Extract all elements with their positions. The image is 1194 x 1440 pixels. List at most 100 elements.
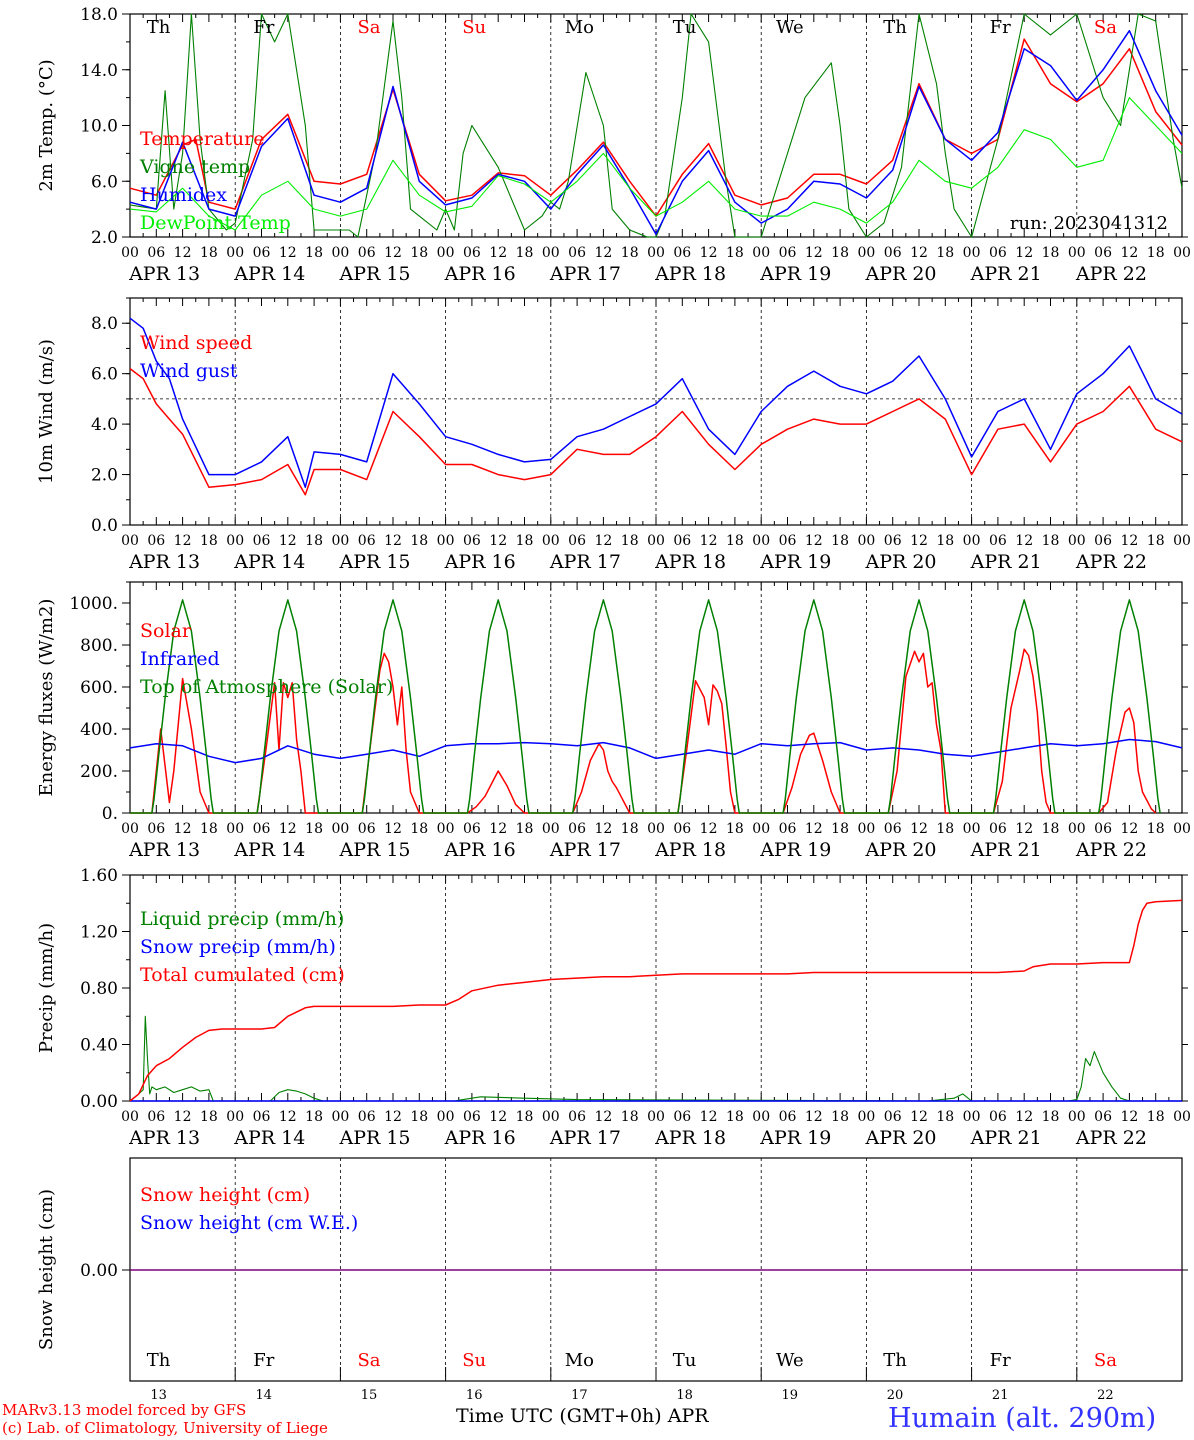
date-label: APR 14 <box>233 551 305 573</box>
hour-tick-label: 06 <box>989 1109 1007 1125</box>
hour-tick-label: 00 <box>331 533 349 549</box>
hour-tick-label: 00 <box>647 821 665 837</box>
hour-tick-label: 12 <box>489 533 507 549</box>
hour-tick-label: 06 <box>884 821 902 837</box>
hour-tick-label: 12 <box>594 533 612 549</box>
y-axis-label: Snow height (cm) <box>36 1189 57 1350</box>
weekday-label: Th <box>883 1350 907 1371</box>
date-label: APR 15 <box>338 839 410 861</box>
hour-tick-label: 00 <box>542 533 560 549</box>
hour-tick-label: 06 <box>779 821 797 837</box>
date-label: APR 13 <box>128 263 200 285</box>
date-label: APR 20 <box>864 839 936 861</box>
hour-tick-label: 00 <box>963 1109 981 1125</box>
hour-tick-label: 00 <box>1173 821 1191 837</box>
hour-tick-label: 12 <box>594 245 612 261</box>
model-credit: MARv3.13 model forced by GFS (c) Lab. of… <box>2 1401 328 1437</box>
hour-tick-label: 06 <box>1094 533 1112 549</box>
hour-tick-label: 06 <box>253 1109 271 1125</box>
series-line-total-cumulated-cm- <box>129 899 1183 1102</box>
date-label: APR 13 <box>128 551 200 573</box>
hour-tick-label: 00 <box>752 821 770 837</box>
hour-tick-label: 06 <box>673 821 691 837</box>
date-label: APR 22 <box>1075 1127 1147 1149</box>
hour-tick-label: 00 <box>647 1109 665 1125</box>
date-label: APR 22 <box>1075 263 1147 285</box>
y-tick-label: 1000. <box>69 594 118 614</box>
weekday-label: Th <box>883 17 907 38</box>
y-tick-label: 18.0 <box>80 5 118 25</box>
hour-tick-label: 06 <box>989 821 1007 837</box>
hour-tick-label: 06 <box>253 245 271 261</box>
hour-tick-label: 18 <box>726 1109 744 1125</box>
day-number-label: 13 <box>150 1388 167 1403</box>
weekday-label: Tu <box>673 17 697 38</box>
date-label: APR 18 <box>654 1127 726 1149</box>
plot-frame <box>129 13 1183 238</box>
date-label: APR 21 <box>970 839 1042 861</box>
hour-tick-label: 18 <box>200 1109 218 1125</box>
hour-tick-label: 12 <box>700 1109 718 1125</box>
weekday-label: Mo <box>565 17 594 38</box>
hour-tick-label: 06 <box>673 245 691 261</box>
date-label: APR 13 <box>128 1127 200 1149</box>
hour-tick-label: 12 <box>279 533 297 549</box>
hour-tick-label: 18 <box>936 245 954 261</box>
hour-tick-label: 18 <box>621 1109 639 1125</box>
weekday-label: Sa <box>357 17 380 38</box>
x-axis-title: Time UTC (GMT+0h) APR <box>456 1405 709 1427</box>
hour-tick-label: 00 <box>121 533 139 549</box>
hour-tick-label: 12 <box>1015 533 1033 549</box>
hour-tick-label: 18 <box>936 1109 954 1125</box>
hour-tick-label: 00 <box>1173 533 1191 549</box>
hour-tick-label: 18 <box>621 533 639 549</box>
date-label: APR 16 <box>444 1127 516 1149</box>
weekday-label: Fr <box>253 17 274 38</box>
day-number-label: 18 <box>676 1388 693 1403</box>
hour-tick-label: 12 <box>384 1109 402 1125</box>
hour-tick-label: 00 <box>857 1109 875 1125</box>
hour-tick-label: 00 <box>1068 821 1086 837</box>
hour-tick-label: 12 <box>489 821 507 837</box>
hour-tick-label: 12 <box>1120 821 1138 837</box>
model-credit-line2: (c) Lab. of Climatology, University of L… <box>2 1419 328 1437</box>
hour-tick-label: 12 <box>700 533 718 549</box>
date-label: APR 19 <box>759 1127 831 1149</box>
hour-tick-label: 18 <box>516 821 534 837</box>
series-line-temperature <box>129 38 1183 217</box>
date-label: APR 17 <box>549 1127 621 1149</box>
hour-tick-label: 12 <box>174 821 192 837</box>
hour-tick-label: 18 <box>200 533 218 549</box>
hour-tick-label: 00 <box>1173 1109 1191 1125</box>
hour-tick-label: 06 <box>463 245 481 261</box>
hour-tick-label: 18 <box>410 821 428 837</box>
date-label: APR 13 <box>128 839 200 861</box>
weekday-label: We <box>776 17 804 38</box>
hour-tick-label: 00 <box>857 245 875 261</box>
day-number-label: 20 <box>887 1388 904 1403</box>
date-label: APR 15 <box>338 1127 410 1149</box>
date-label: APR 17 <box>549 551 621 573</box>
hour-tick-label: 00 <box>331 1109 349 1125</box>
y-axis-label: Energy fluxes (W/m2) <box>36 599 57 797</box>
hour-tick-label: 00 <box>963 245 981 261</box>
hour-tick-label: 12 <box>805 245 823 261</box>
y-axis-label: 2m Temp. (°C) <box>36 59 57 191</box>
date-label: APR 14 <box>233 263 305 285</box>
hour-tick-label: 06 <box>463 821 481 837</box>
weekday-label: Sa <box>1094 17 1117 38</box>
hour-tick-label: 00 <box>121 245 139 261</box>
legend-entry: Snow height (cm W.E.) <box>140 1212 358 1234</box>
date-label: APR 21 <box>970 551 1042 573</box>
x-axis-month: APR <box>667 1405 709 1427</box>
hour-tick-label: 12 <box>384 245 402 261</box>
series-line-top-of-atmosphere-solar- <box>130 599 1161 814</box>
hour-tick-label: 12 <box>805 1109 823 1125</box>
hour-tick-label: 06 <box>147 245 165 261</box>
legend-entry: Wind speed <box>140 332 252 354</box>
date-label: APR 14 <box>233 1127 305 1149</box>
weekday-label: Fr <box>253 1350 274 1371</box>
date-label: APR 19 <box>759 263 831 285</box>
hour-tick-label: 06 <box>779 1109 797 1125</box>
hour-tick-label: 06 <box>673 1109 691 1125</box>
